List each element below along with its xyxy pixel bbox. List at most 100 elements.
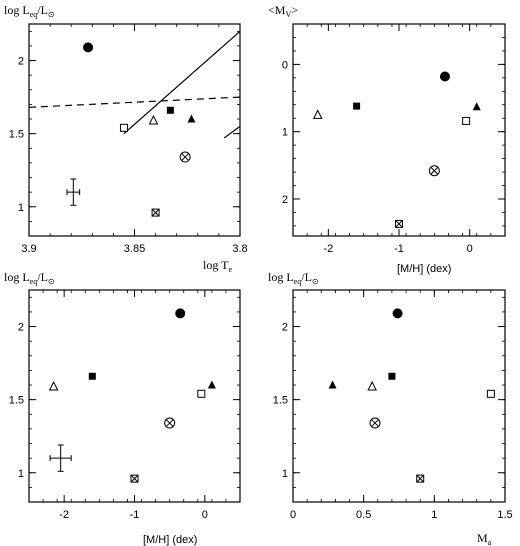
solid-boundary-line [123,30,241,135]
y-axis-label-suffix: > [291,3,298,17]
x-tick-label: 3.8 [232,243,247,255]
data-point-open-square [486,389,495,398]
y-axis-label-sun-symbol: ⊙ [48,10,55,19]
circled-x-stroke [430,166,439,175]
plot-frame [28,23,241,237]
x-tick-label: 1 [431,509,437,521]
y-tick-label: 2 [18,56,24,68]
y-axis-label-subscript: eq [30,277,38,286]
data-point-circled-x [179,151,191,163]
x-axis-label-subscript: a [488,538,492,546]
panel-hr-diagram: 3.9 3.85 3.8 1 1.5 2 log Leq/L⊙ log Te [4,3,248,274]
x-axis-label-main: M [477,531,488,545]
x-tick-label: 3.85 [124,243,145,255]
y-axis-label: log Leq/L⊙ [4,3,55,19]
boxed-x-stroke [151,208,160,217]
circled-x-stroke [371,419,379,427]
plot-frame [292,289,506,503]
x-tick-label: 0 [202,509,208,521]
x-axis-label-subscript: e [228,265,232,274]
data-point-filled-triangle [207,380,216,389]
x-tick-label: 3.9 [21,243,36,255]
x-axis-label: Ma [477,531,492,546]
solid-boundary-line [223,125,241,139]
data-point-filled-triangle [187,114,196,123]
y-tick-label: 1.5 [9,395,24,407]
data-point-open-triangle [148,114,159,125]
data-point-circled-x [428,165,440,177]
y-axis-label-subscript: V [285,10,291,19]
y-tick-label: 0 [282,59,288,71]
data-point-filled-circle [392,308,403,319]
data-point-filled-triangle [472,102,481,111]
boxed-x-stroke [395,220,403,228]
x-tick-label: -2 [59,509,69,521]
data-point-filled-square [88,372,96,380]
y-axis-label-main: log L [4,3,30,17]
y-axis-label: <MV> [268,3,298,19]
y-axis-label-main: log L [268,270,294,284]
dashed-boundary-line [28,96,241,108]
boxed-x-stroke [416,474,425,483]
circled-x-stroke [165,419,174,427]
x-axis-label: [M/H] (dex) [143,534,197,546]
x-tick-label: -1 [394,243,404,255]
x-axis-label: log Te [203,258,232,274]
data-point-filled-square [388,372,396,380]
data-point-open-square [462,116,471,125]
y-tick-label: 1 [18,468,24,480]
data-point-boxed-x [130,474,139,483]
y-axis-label-subscript: eq [294,277,302,286]
data-point-open-square [119,123,128,132]
x-tick-label: -1 [130,509,140,521]
y-axis-label-sun-symbol: ⊙ [312,277,319,286]
x-tick-label: -2 [323,243,333,255]
x-tick-label: 0 [290,509,296,521]
y-axis-label-suffix: /L [301,270,312,284]
data-point-open-triangle [367,380,377,391]
y-tick-label: 1 [18,202,24,214]
data-point-boxed-x [151,208,160,217]
panel-luminosity-vs-mass: 0 0.5 1 1.5 1 1.5 2 log Leq/L⊙ Ma [268,270,513,546]
data-point-boxed-x [395,219,403,228]
error-bar [49,444,72,472]
y-axis-label-subscript: eq [30,10,38,19]
data-point-filled-square [166,106,174,114]
data-point-filled-triangle [328,380,337,389]
y-axis-label-suffix: /L [37,3,48,17]
data-point-filled-square [353,102,361,110]
y-tick-label: 2 [282,194,288,206]
y-axis-label: log Leq/L⊙ [4,270,55,286]
data-point-open-triangle [48,380,59,391]
data-point-open-triangle [312,109,323,119]
y-tick-label: 1.5 [9,129,24,141]
panel-mv-vs-metallicity: -2 -1 0 0 1 2 <MV> [M/H] (dex) [268,3,506,275]
y-axis-label-main: <M [268,3,286,17]
x-tick-label: 0 [467,243,473,255]
y-tick-label: 1 [282,127,288,139]
data-point-open-square [197,389,206,398]
y-tick-label: 1.5 [273,395,288,407]
data-point-filled-circle [83,42,94,53]
y-axis-label-main: log L [4,270,30,284]
data-point-filled-circle [439,71,450,82]
data-point-filled-circle [175,308,186,319]
y-axis-label: log Leq/L⊙ [268,270,319,286]
x-axis-label: [M/H] (dex) [397,263,451,275]
data-point-circled-x [164,417,176,429]
x-tick-label: 1.5 [497,509,512,521]
error-bar [66,178,81,206]
panel-luminosity-vs-metallicity: -2 -1 0 1 1.5 2 log Leq/L⊙ [M/H] (dex) [4,270,241,546]
plot-frame [292,23,506,237]
y-tick-label: 2 [282,322,288,334]
boxed-x-stroke [130,474,139,483]
y-axis-label-sun-symbol: ⊙ [48,277,55,286]
x-axis-label-main: log T [203,258,229,272]
y-tick-label: 1 [282,468,288,480]
circled-x-stroke [181,153,189,161]
y-axis-label-suffix: /L [37,270,48,284]
data-point-boxed-x [416,474,425,483]
x-tick-label: 0.5 [356,509,371,521]
y-tick-label: 2 [18,322,24,334]
